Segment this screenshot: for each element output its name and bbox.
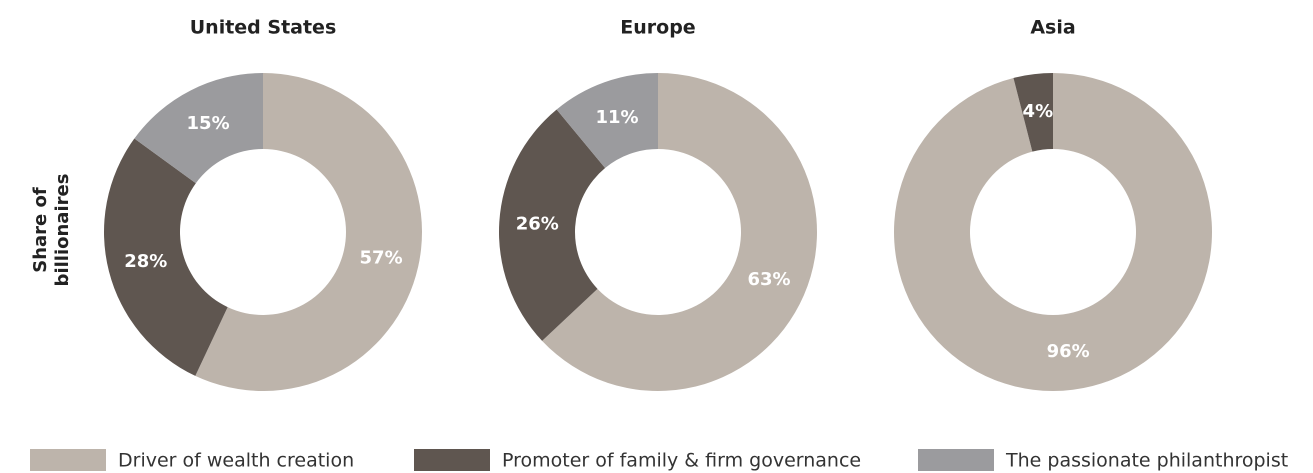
legend-swatch — [918, 449, 994, 471]
data-label: 11% — [595, 107, 638, 128]
chart-title: United States — [190, 17, 337, 39]
legend-label: The passionate philanthropist — [1005, 450, 1288, 472]
data-label: 57% — [360, 247, 403, 268]
donut-segment — [894, 72, 1212, 392]
data-label: 15% — [187, 113, 230, 134]
data-label: 96% — [1047, 341, 1090, 362]
data-label: 63% — [748, 269, 791, 290]
legend-label: Driver of wealth creation — [118, 450, 354, 472]
donut-segment — [1013, 73, 1053, 152]
donut-segment — [104, 138, 228, 376]
donut-segment — [195, 73, 422, 391]
legend-swatch — [414, 449, 490, 471]
donut-segment — [556, 73, 658, 169]
chart-title: Asia — [1030, 17, 1075, 39]
data-label: 26% — [516, 213, 559, 234]
chart-title: Europe — [620, 17, 695, 39]
donut-segment — [134, 73, 263, 184]
data-label: 28% — [124, 251, 167, 272]
donut-segment — [499, 109, 606, 341]
donut-segment — [542, 73, 817, 391]
data-label: 4% — [1023, 101, 1054, 122]
legend-label: Promoter of family & firm governance — [502, 450, 861, 472]
legend-swatch — [30, 449, 106, 471]
